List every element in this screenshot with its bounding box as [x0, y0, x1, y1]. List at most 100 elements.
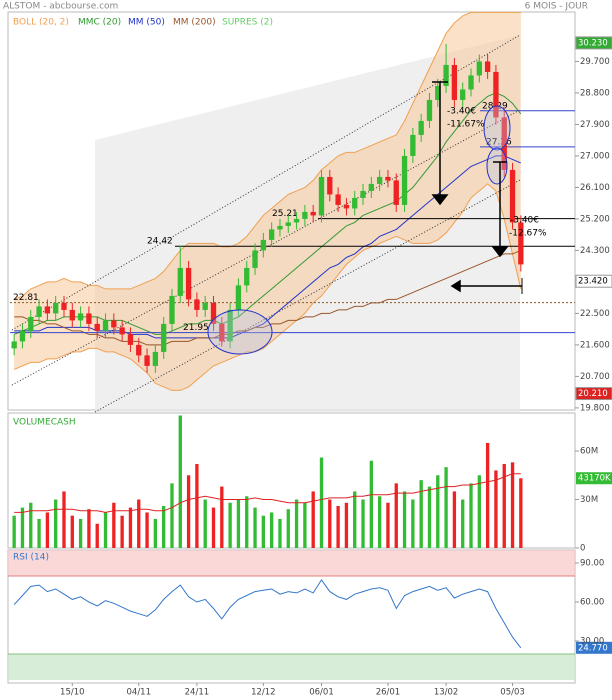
volume-bar	[328, 499, 332, 548]
price-tag-label: 20.210	[578, 389, 608, 399]
y-tick-label: 30.00	[580, 637, 604, 647]
candle-body	[401, 155, 408, 205]
y-tick-label: 27.000	[580, 151, 610, 161]
x-tick-label: 13/02	[434, 688, 459, 698]
arrow-head	[431, 194, 449, 206]
candle-body	[435, 85, 441, 100]
volume-bar	[444, 467, 448, 548]
candle-body	[127, 334, 134, 345]
candle-body	[36, 306, 42, 317]
candle-body	[410, 134, 416, 156]
volume-bar	[95, 523, 99, 548]
candle-body	[61, 302, 67, 310]
candle-body	[252, 250, 258, 268]
volume-bar	[477, 475, 481, 548]
x-tick-label: 05/03	[500, 688, 525, 698]
rsi-line	[13, 579, 522, 649]
legend-entry: SUPRES (2)	[222, 18, 273, 28]
volume-bar	[377, 496, 382, 548]
legend-entry: BOLL (20, 2)	[13, 18, 69, 28]
y-tick-label: 60M	[580, 447, 598, 457]
volume-bar	[419, 480, 423, 548]
arrow-head	[450, 279, 461, 293]
volume-bar	[436, 475, 440, 548]
level-label: 24.42	[147, 237, 173, 247]
candle-body	[418, 120, 424, 135]
candle-body	[177, 267, 183, 296]
price-tag	[575, 36, 612, 50]
volume-bar	[29, 502, 33, 548]
volume-bar	[369, 460, 373, 548]
value-tag	[576, 472, 612, 485]
y-tick-label: 26.100	[580, 183, 610, 193]
candle-body	[310, 211, 316, 216]
volume-bar	[220, 486, 224, 548]
volume-bar	[128, 507, 133, 548]
candle-body	[302, 211, 308, 219]
y-tick-label: 30M	[580, 495, 598, 505]
volume-bar	[294, 499, 299, 548]
resistance-line	[11, 34, 521, 331]
candle-body	[518, 222, 524, 265]
candle-body	[244, 267, 250, 286]
legend-entry: MMC (20)	[78, 18, 121, 28]
volume-bar	[394, 483, 398, 548]
volume-bar	[186, 475, 191, 548]
y-tick-label: 24.300	[580, 246, 610, 256]
level-label: 21.95	[183, 323, 209, 333]
volume-bar	[286, 509, 290, 548]
annotation: -12.67%	[509, 229, 547, 239]
volume-bar	[253, 507, 257, 548]
arrow-head	[491, 246, 509, 258]
candle-body	[360, 190, 366, 198]
highlight-ellipse	[483, 105, 511, 151]
volume-bar	[502, 463, 506, 548]
chart-title: ALSTOM - abcbourse.com	[3, 2, 118, 12]
volume-bar	[211, 507, 216, 548]
volume-bar	[245, 496, 249, 548]
candle-body	[318, 176, 325, 216]
moving-average	[14, 249, 521, 346]
rsi-title: RSI (14)	[13, 553, 49, 563]
volume-bar	[461, 499, 465, 548]
candle-body	[368, 183, 374, 191]
candle-body	[426, 99, 433, 121]
y-tick-label: 21.600	[580, 340, 610, 350]
volume-bar	[485, 442, 490, 548]
volume-bar	[162, 505, 166, 548]
candle-body	[19, 330, 26, 342]
volume-bar	[78, 518, 83, 548]
candle-body	[44, 306, 51, 314]
bollinger-upper	[14, 11, 521, 300]
volume-bar	[452, 491, 457, 548]
candle-body	[476, 61, 482, 76]
candle-body	[260, 239, 267, 251]
volume-bar	[494, 470, 498, 548]
x-tick-label: 06/01	[309, 688, 334, 698]
y-tick-label: 90.00	[580, 559, 604, 569]
candle-body	[152, 351, 159, 366]
candle-body	[443, 64, 449, 86]
main-layer: 24.4225.2122.8121.9528.2927.2643170K24.7…	[10, 43, 612, 654]
volume-bar	[228, 502, 232, 548]
candle-body	[451, 64, 458, 100]
back-layer	[8, 11, 575, 680]
volume-bar	[203, 499, 207, 548]
annotation: -3.40€	[510, 216, 539, 226]
level-label: 22.81	[13, 293, 39, 303]
value-tag	[576, 641, 612, 654]
moving-average	[14, 92, 522, 335]
volume-bar	[402, 491, 407, 548]
candle-body	[144, 355, 150, 366]
volume-bar	[170, 483, 174, 548]
candle-body	[376, 176, 383, 184]
volume-bar	[12, 515, 16, 548]
volume-bar	[137, 499, 141, 548]
candle-body	[219, 323, 225, 342]
volume-bar	[236, 499, 241, 548]
value-label: 43170K	[578, 474, 611, 484]
highlight-ellipse	[486, 147, 508, 185]
candle-body	[210, 302, 217, 324]
candle-body	[493, 71, 499, 118]
volume-bar	[386, 502, 390, 548]
